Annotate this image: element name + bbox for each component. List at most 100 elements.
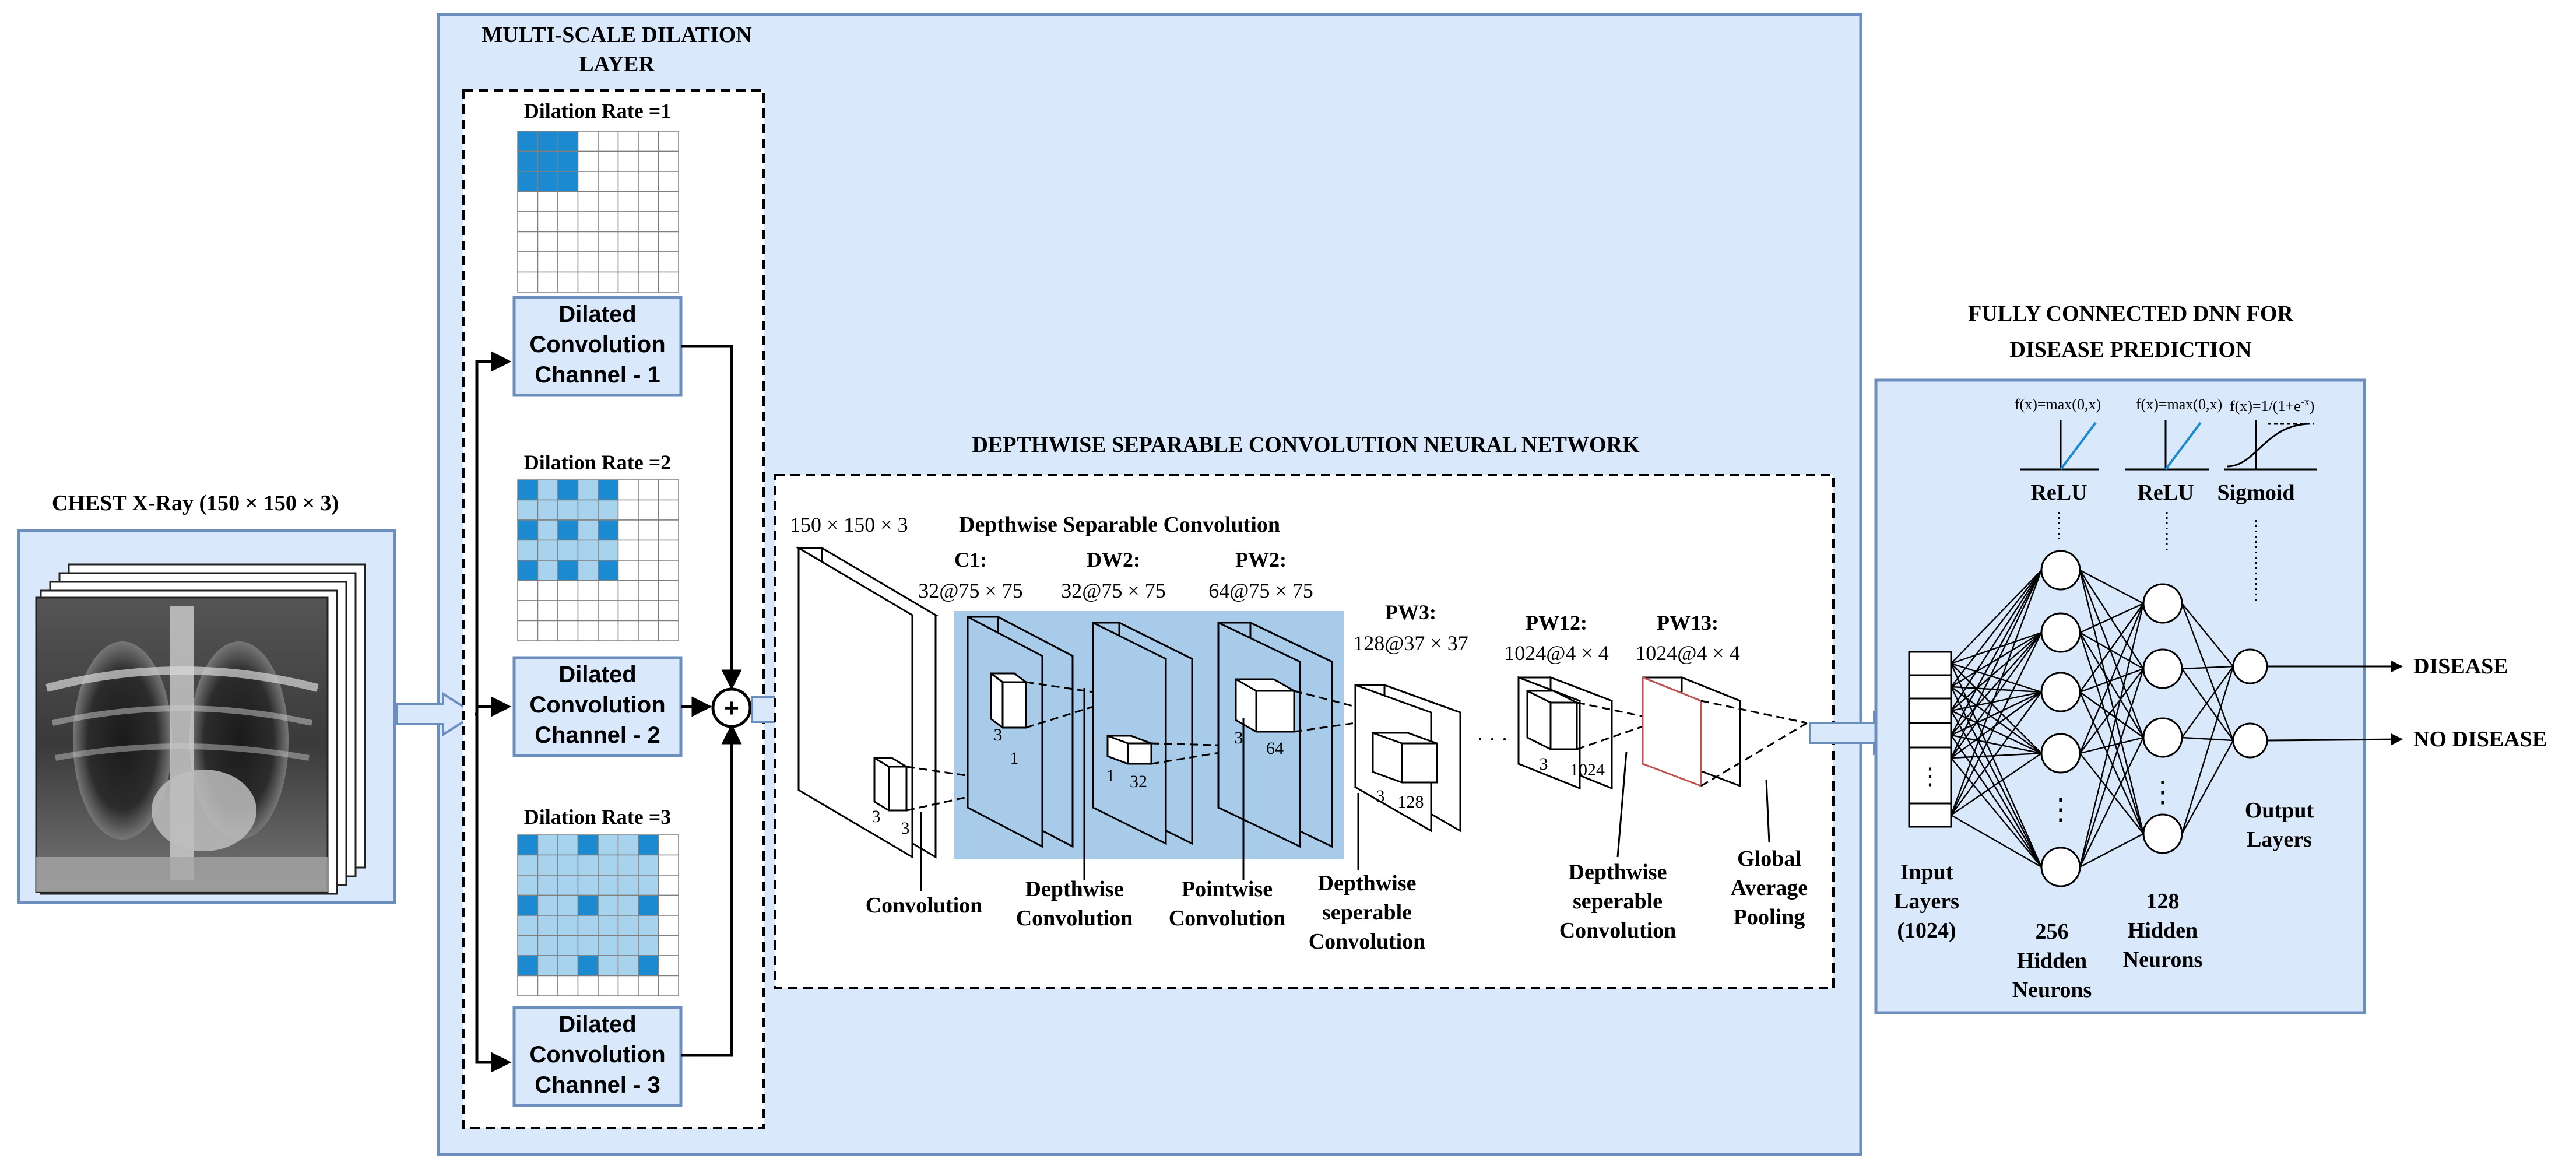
- dnn-title-line2: DISEASE PREDICTION: [2010, 338, 2252, 362]
- grid-cell: [537, 894, 558, 916]
- pw3-kernel-b: 128: [1398, 792, 1424, 812]
- grid-cell: [598, 854, 619, 876]
- grid-cell: [658, 935, 679, 956]
- dilated-channel-3: Dilated Convolution Channel - 3: [512, 1006, 683, 1107]
- dilation-rate-3-label: Dilation Rate =3: [524, 805, 672, 829]
- grid-cell: [557, 975, 579, 996]
- conv-kernel-lines: [906, 766, 1027, 812]
- grid-cell: [557, 894, 579, 916]
- pw3-kernel-a: 3: [1376, 787, 1385, 806]
- chest-xray-image: [35, 596, 329, 893]
- hidden2-dots: ⋮: [2148, 775, 2177, 808]
- grid-cell: [577, 935, 599, 956]
- pw2-kernel-a: 3: [1235, 728, 1243, 747]
- grid-cell: [517, 150, 539, 172]
- grid-cell: [658, 600, 679, 622]
- grid-cell: [577, 251, 599, 273]
- grid-cell: [638, 150, 659, 172]
- grid-cell: [598, 875, 619, 896]
- connection-line: [2079, 691, 2145, 834]
- svg-text:Dilated: Dilated: [558, 1012, 636, 1037]
- grid-cell: [598, 600, 619, 622]
- hidden1-label-1: 256: [2036, 919, 2069, 944]
- label-dsep1-1: Depthwise: [1318, 871, 1417, 896]
- dsc-title: DEPTHWISE SEPARABLE CONVOLUTION NEURAL N…: [972, 433, 1640, 457]
- grid-cell: [537, 150, 558, 172]
- grid-cell: [537, 171, 558, 192]
- grid-cell: [537, 539, 558, 561]
- grid-cell: [598, 479, 619, 501]
- dnn-title-line1: FULLY CONNECTED DNN FOR: [1968, 301, 2293, 326]
- output-layers-label-1: Output: [2245, 798, 2314, 823]
- grid-cell: [617, 935, 639, 956]
- relu1-formula: f(x)=max(0,x): [2015, 396, 2101, 413]
- c1-name: C1:: [954, 548, 987, 571]
- label-dsep1-3: Convolution: [1309, 929, 1426, 954]
- grid-cell: [517, 955, 539, 977]
- grid-cell: [617, 499, 639, 521]
- grid-cell: [658, 834, 679, 856]
- grid-cell: [557, 191, 579, 212]
- grid-cell: [617, 519, 639, 541]
- grid-cell: [598, 955, 619, 977]
- grid-cell: [617, 539, 639, 561]
- grid-cell: [598, 499, 619, 521]
- dilation-grid-1: [517, 131, 679, 293]
- grid-cell: [557, 131, 579, 152]
- grid-cell: [598, 834, 619, 856]
- grid-cell: [537, 834, 558, 856]
- grid-cell: [517, 935, 539, 956]
- conv-kernel-b: 3: [901, 819, 910, 838]
- grid-cell: [577, 539, 599, 561]
- connection-line: [2181, 666, 2234, 738]
- svg-text:Dilated: Dilated: [558, 662, 636, 687]
- hidden2-label-3: Neurons: [2123, 947, 2203, 972]
- grid-cell: [577, 191, 599, 212]
- grid-cell: [638, 955, 659, 977]
- sigmoid-formula: f(x)=1/(1+e-x): [2230, 396, 2314, 415]
- grid-cell: [598, 580, 619, 601]
- grid-cell: [638, 975, 659, 996]
- connection-line: [1951, 631, 2042, 665]
- grid-cell: [598, 539, 619, 561]
- dilation-title-line2: LAYER: [579, 52, 655, 76]
- grid-cell: [537, 560, 558, 581]
- grid-cell: [537, 875, 558, 896]
- connection-line: [2181, 740, 2234, 834]
- pw12-volume: [1517, 676, 1613, 790]
- grid-cell: [598, 231, 619, 252]
- grid-cell: [598, 150, 619, 172]
- grid-cell: [617, 171, 639, 192]
- grid-cell: [517, 894, 539, 916]
- output-layers-label-2: Layers: [2247, 827, 2312, 852]
- grid-cell: [517, 560, 539, 581]
- grid-cell: [537, 211, 558, 233]
- flow-arrow-input: [395, 691, 477, 737]
- grid-cell: [577, 875, 599, 896]
- pw12-kernel-b: 1024: [1570, 760, 1605, 780]
- grid-cell: [617, 580, 639, 601]
- svg-text:Convolution: Convolution: [529, 332, 665, 357]
- connection-line: [1950, 570, 2043, 759]
- dilation-title-line1: MULTI-SCALE DILATION: [482, 23, 752, 47]
- grid-cell: [517, 915, 539, 936]
- dw2-volume: [1092, 621, 1193, 845]
- connection-line: [1951, 814, 2042, 868]
- connection-line: [2181, 736, 2234, 742]
- grid-cell: [537, 580, 558, 601]
- grid-cell: [638, 539, 659, 561]
- grid-cell: [577, 955, 599, 977]
- grid-cell: [577, 150, 599, 172]
- label-gap-1: Global: [1737, 847, 1801, 871]
- input-layer-stack: [1908, 651, 1952, 828]
- dw-kernel-a: 3: [994, 725, 1003, 745]
- grid-cell: [617, 271, 639, 293]
- connection-line: [2181, 666, 2234, 834]
- grid-cell: [517, 539, 539, 561]
- input-title: CHEST X-Ray (150 × 150 × 3): [52, 491, 339, 515]
- dw2-name: DW2:: [1087, 548, 1140, 571]
- grid-cell: [638, 519, 659, 541]
- grid-cell: [557, 251, 579, 273]
- grid-cell: [658, 894, 679, 916]
- label-depthwise-1: Depthwise: [1025, 877, 1124, 901]
